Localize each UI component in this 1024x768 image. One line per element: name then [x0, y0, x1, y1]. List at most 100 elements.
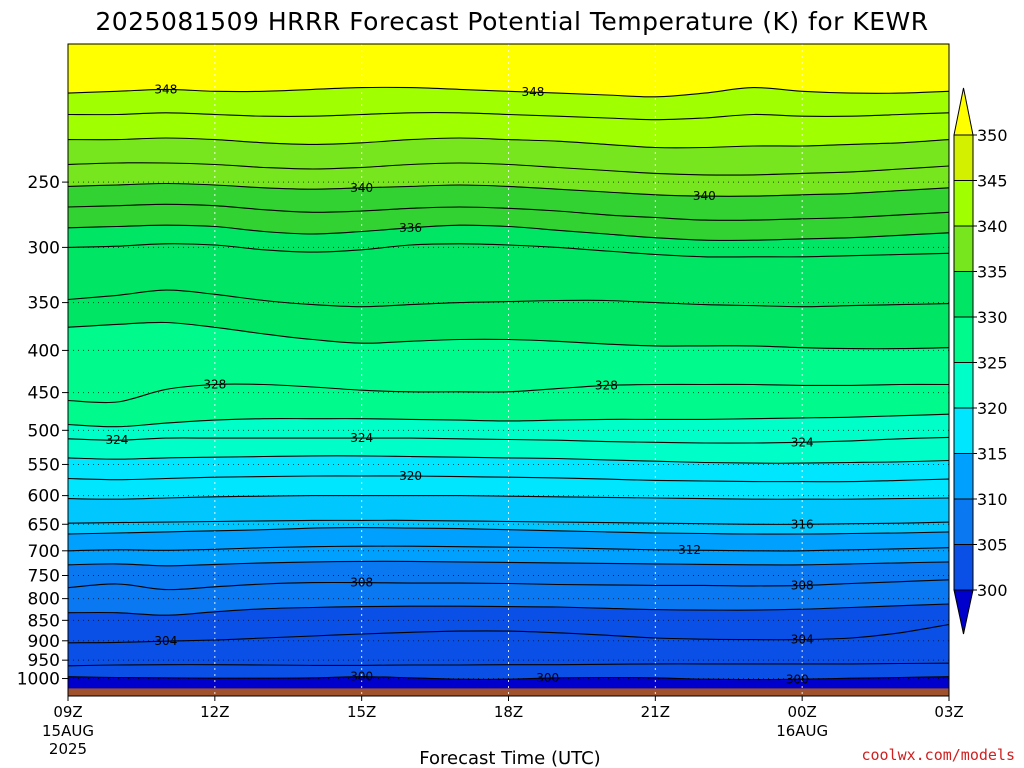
contour-line-326 [68, 413, 949, 428]
colorbar-segment [953, 180, 974, 227]
x-tick-label: 03Z [934, 703, 963, 721]
colorbar-tick-label: 315 [977, 445, 1008, 464]
contour-label: 304 [154, 634, 177, 648]
contour-line-308 [68, 579, 949, 591]
contour-line-348 [68, 86, 949, 98]
x-tick-sublabel: 15AUG [42, 722, 94, 740]
colorbar-segment [953, 225, 974, 272]
y-tick-label: 600 [28, 487, 60, 507]
contour-label: 328 [203, 378, 226, 392]
contour-line-334 [68, 243, 949, 258]
colorbar-extend-max [953, 87, 974, 136]
x-tick-label: 12Z [200, 703, 229, 721]
colorbar-tick-label: 330 [977, 308, 1008, 327]
x-tick-label: 00Z [787, 703, 816, 721]
contour-line-306 [68, 603, 949, 616]
x-tick-label: 15Z [347, 703, 376, 721]
y-tick-label: 400 [28, 341, 60, 361]
contour-line-336 [68, 224, 949, 241]
y-tick-label: 500 [28, 421, 60, 441]
y-tick-label: 650 [28, 515, 60, 535]
colorbar-segment [953, 271, 974, 318]
contour-line-318 [68, 495, 949, 500]
colorbar-segment [953, 134, 974, 181]
colorbar-segment [953, 498, 974, 545]
colorbar-segment [953, 407, 974, 454]
colorbar-segment [953, 453, 974, 500]
contour-label: 312 [678, 543, 701, 557]
contour-label: 324 [350, 431, 373, 445]
colorbar-tick-label: 300 [977, 581, 1008, 600]
y-tick-label: 750 [28, 567, 60, 587]
x-tick-label: 09Z [53, 703, 82, 721]
colorbar-tick-label: 350 [977, 126, 1008, 145]
y-tick-label: 350 [28, 294, 60, 314]
y-tick-label: 850 [28, 611, 60, 631]
credit-text: coolwx.com/models [861, 746, 1015, 764]
contour-line-312 [68, 545, 949, 552]
colorbar-tick-label: 340 [977, 217, 1008, 236]
colorbar-tick-label: 325 [977, 354, 1008, 373]
x-tick-label: 18Z [494, 703, 523, 721]
y-tick-label: 450 [28, 384, 60, 404]
contour-label: 324 [791, 435, 814, 449]
contour-line-314 [68, 527, 949, 535]
contour-line-344 [68, 137, 949, 149]
chart-title: 2025081509 HRRR Forecast Potential Tempe… [95, 7, 928, 36]
colorbar: 300 305 310 315 320 325 330 335 340 345 350 [953, 87, 1008, 635]
x-axis-label: Forecast Time (UTC) [419, 748, 600, 768]
contour-label: 308 [350, 576, 373, 590]
contour-line-338 [68, 203, 949, 221]
contour-label: 308 [791, 578, 814, 592]
contour-labels: 300 300 300 304 304 308 308 312 316 320 324 324 324 3… [105, 82, 814, 686]
y-tick-label: 900 [28, 632, 60, 652]
y-axis: 2503003504004505005506006507007508008509… [17, 173, 68, 690]
contour-line-332 [68, 289, 949, 308]
y-tick-label: 300 [28, 238, 60, 258]
x-tick-label: 21Z [641, 703, 670, 721]
y-tick-label: 950 [28, 651, 60, 671]
contour-label: 348 [522, 85, 545, 99]
x-tick-sublabel: 2025 [49, 740, 87, 758]
colorbar-tick-label: 310 [977, 490, 1008, 509]
contour-label: 324 [105, 433, 128, 447]
colorbar-segment [953, 362, 974, 409]
contour-line-346 [68, 112, 949, 121]
contour-line-302 [68, 662, 949, 667]
contour-line-304 [68, 623, 949, 644]
colorbar-tick-label: 305 [977, 536, 1008, 555]
contour-line-328 [68, 383, 949, 404]
contour-lines [68, 86, 949, 681]
contour-line-316 [68, 519, 949, 525]
y-tick-label: 800 [28, 590, 60, 610]
colorbar-tick-label: 320 [977, 399, 1008, 418]
colorbar-tick-label: 345 [977, 172, 1008, 191]
contour-line-300 [68, 676, 949, 681]
contour-line-324 [68, 436, 949, 444]
contour-label: 336 [399, 221, 422, 235]
contour-label: 340 [350, 181, 373, 195]
y-tick-label: 700 [28, 542, 60, 562]
y-tick-label: 1000 [17, 670, 60, 690]
contour-line-322 [68, 455, 949, 464]
contour-label: 316 [791, 517, 814, 531]
contour-label: 348 [154, 82, 177, 96]
contour-line-310 [68, 560, 949, 567]
contour-label: 340 [693, 189, 716, 203]
contour-line-320 [68, 475, 949, 483]
colorbar-segment [953, 316, 974, 363]
contour-label: 300 [350, 670, 373, 684]
colorbar-segment [953, 544, 974, 591]
y-tick-label: 550 [28, 455, 60, 475]
contour-line-330 [68, 321, 949, 350]
contour-label: 328 [595, 378, 618, 392]
contour-label: 320 [399, 469, 422, 483]
contour-line-342 [68, 162, 949, 176]
y-tick-label: 250 [28, 173, 60, 193]
colorbar-extend-min [953, 589, 974, 635]
contour-line-340 [68, 182, 949, 197]
x-tick-sublabel: 16AUG [776, 722, 828, 740]
contour-label: 300 [786, 672, 809, 686]
